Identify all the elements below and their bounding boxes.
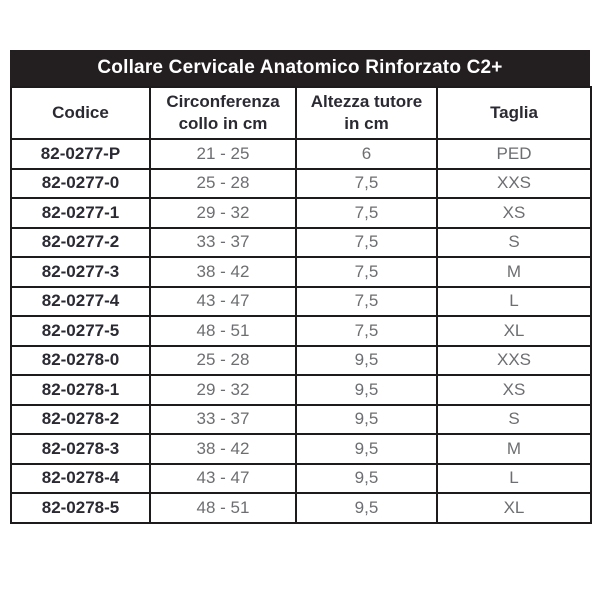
table-row: 82-0278-2 33 - 37 9,5 S [10,403,592,435]
cell-circonferenza: 33 - 37 [149,226,297,258]
table-row: 82-0277-1 29 - 32 7,5 XS [10,197,592,229]
cell-altezza: 9,5 [295,403,438,435]
cell-circonferenza: 43 - 47 [149,285,297,317]
cell-codice: 82-0277-3 [10,256,151,288]
cell-taglia: L [436,462,592,494]
cell-circonferenza: 25 - 28 [149,167,297,199]
cell-circonferenza: 25 - 28 [149,344,297,376]
table-row: 82-0277-3 38 - 42 7,5 M [10,256,592,288]
table-row: 82-0277-2 33 - 37 7,5 S [10,226,592,258]
cell-codice: 82-0278-2 [10,403,151,435]
cell-altezza: 9,5 [295,374,438,406]
cell-circonferenza: 21 - 25 [149,138,297,170]
cell-altezza: 7,5 [295,285,438,317]
table-row: 82-0277-5 48 - 51 7,5 XL [10,315,592,347]
table-row: 82-0277-0 25 - 28 7,5 XXS [10,167,592,199]
cell-taglia: XS [436,197,592,229]
cell-taglia: XXS [436,344,592,376]
cell-taglia: XXS [436,167,592,199]
cell-altezza: 7,5 [295,167,438,199]
size-chart: Collare Cervicale Anatomico Rinforzato C… [10,50,592,524]
cell-taglia: XS [436,374,592,406]
cell-codice: 82-0278-0 [10,344,151,376]
cell-taglia: S [436,403,592,435]
cell-taglia: XL [436,315,592,347]
cell-circonferenza: 43 - 47 [149,462,297,494]
table-header: Codice Circonferenza collo in cm Altezza… [10,86,592,140]
cell-circonferenza: 38 - 42 [149,256,297,288]
cell-altezza: 9,5 [295,344,438,376]
column-header-altezza: Altezza tutore in cm [295,86,438,140]
cell-altezza: 9,5 [295,433,438,465]
column-header-codice: Codice [10,86,151,140]
cell-taglia: S [436,226,592,258]
table-title: Collare Cervicale Anatomico Rinforzato C… [10,50,590,86]
cell-taglia: M [436,256,592,288]
cell-circonferenza: 33 - 37 [149,403,297,435]
table-row: 82-0278-5 48 - 51 9,5 XL [10,492,592,524]
table-row: 82-0278-0 25 - 28 9,5 XXS [10,344,592,376]
column-header-circonferenza: Circonferenza collo in cm [149,86,297,140]
cell-codice: 82-0277-P [10,138,151,170]
cell-codice: 82-0277-2 [10,226,151,258]
cell-altezza: 6 [295,138,438,170]
cell-codice: 82-0277-1 [10,197,151,229]
cell-codice: 82-0278-1 [10,374,151,406]
column-header-taglia: Taglia [436,86,592,140]
cell-codice: 82-0278-5 [10,492,151,524]
cell-circonferenza: 48 - 51 [149,492,297,524]
cell-circonferenza: 48 - 51 [149,315,297,347]
table-row: 82-0277-P 21 - 25 6 PED [10,138,592,170]
cell-altezza: 7,5 [295,197,438,229]
table-row: 82-0278-4 43 - 47 9,5 L [10,462,592,494]
cell-codice: 82-0278-3 [10,433,151,465]
cell-taglia: L [436,285,592,317]
cell-altezza: 7,5 [295,226,438,258]
size-table-body: 82-0277-P 21 - 25 6 PED 82-0277-0 25 - 28 7,5 X… [10,138,592,524]
header-row: Codice Circonferenza collo in cm Altezza… [10,86,592,140]
cell-altezza: 7,5 [295,256,438,288]
cell-altezza: 9,5 [295,492,438,524]
cell-taglia: XL [436,492,592,524]
cell-taglia: M [436,433,592,465]
cell-taglia: PED [436,138,592,170]
cell-codice: 82-0277-4 [10,285,151,317]
cell-codice: 82-0278-4 [10,462,151,494]
cell-circonferenza: 38 - 42 [149,433,297,465]
cell-circonferenza: 29 - 32 [149,197,297,229]
cell-codice: 82-0277-0 [10,167,151,199]
table-row: 82-0278-1 29 - 32 9,5 XS [10,374,592,406]
cell-altezza: 7,5 [295,315,438,347]
table-row: 82-0278-3 38 - 42 9,5 M [10,433,592,465]
size-table: Codice Circonferenza collo in cm Altezza… [10,86,592,524]
table-row: 82-0277-4 43 - 47 7,5 L [10,285,592,317]
cell-altezza: 9,5 [295,462,438,494]
cell-codice: 82-0277-5 [10,315,151,347]
cell-circonferenza: 29 - 32 [149,374,297,406]
